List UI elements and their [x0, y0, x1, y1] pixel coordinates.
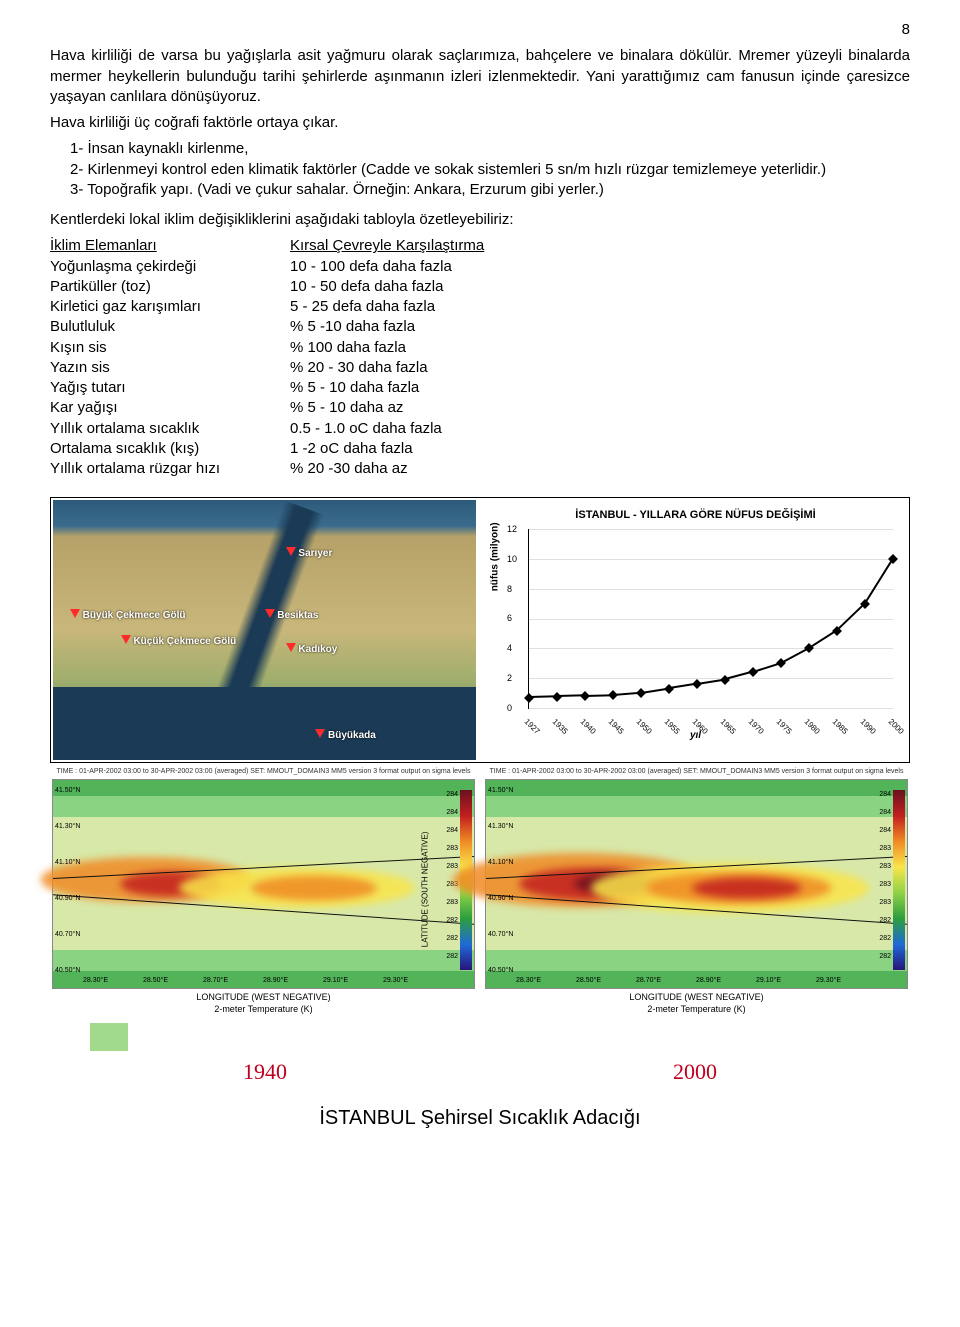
table-cell: % 20 -30 daha az	[290, 459, 650, 479]
table-cell: 10 - 100 defa daha fazla	[290, 257, 650, 277]
table-cell: % 5 -10 daha fazla	[290, 317, 650, 337]
heatmap-row: TIME : 01-APR-2002 03:00 to 30-APR-2002 …	[52, 767, 908, 1015]
chart-figure: İSTANBUL - YILLARA GÖRE NÜFUS DEĞİŞİMİ n…	[484, 500, 907, 760]
map-label: Küçük Çekmece Gölü	[121, 635, 237, 649]
year-2000-label: 2000	[673, 1057, 717, 1087]
istanbul-map: Sarıyer Büyük Çekmece Gölü Küçük Çekmece…	[53, 500, 476, 760]
map-figure: Sarıyer Büyük Çekmece Gölü Küçük Çekmece…	[53, 500, 476, 760]
factor-item: 3- Topoğrafik yapı. (Vadi ve çukur sahal…	[70, 180, 910, 200]
table-cell: 0.5 - 1.0 oC daha fazla	[290, 419, 650, 439]
factor-item: 1- İnsan kaynaklı kirlenme,	[70, 139, 910, 159]
chart-title: İSTANBUL - YILLARA GÖRE NÜFUS DEĞİŞİMİ	[492, 508, 899, 523]
table-cell: Yoğunlaşma çekirdeği	[50, 257, 290, 277]
heatmap-caption: TIME : 01-APR-2002 03:00 to 30-APR-2002 …	[52, 767, 475, 776]
table-header-left: İklim Elemanları	[50, 236, 290, 256]
table-cell: Partiküller (toz)	[50, 277, 290, 297]
heatmap-caption: TIME : 01-APR-2002 03:00 to 30-APR-2002 …	[485, 767, 908, 776]
heatmap-xlabel: LONGITUDE (WEST NEGATIVE)	[485, 991, 908, 1003]
factor-list: 1- İnsan kaynaklı kirlenme, 2- Kirlenmey…	[50, 139, 910, 200]
table-cell: % 20 - 30 daha fazla	[290, 358, 650, 378]
table-intro: Kentlerdeki lokal iklim değişikliklerini…	[50, 210, 910, 230]
factor-item: 2- Kirlenmeyi kontrol eden klimatik fakt…	[70, 160, 910, 180]
table-cell: 5 - 25 defa daha fazla	[290, 297, 650, 317]
footer-title: İSTANBUL Şehirsel Sıcaklık Adacığı	[50, 1105, 910, 1132]
table-cell: Kirletici gaz karışımları	[50, 297, 290, 317]
table-cell: % 100 daha fazla	[290, 338, 650, 358]
figure-row-top: Sarıyer Büyük Çekmece Gölü Küçük Çekmece…	[50, 497, 910, 763]
heatmap-2000-plot: 28428428428328328328328228228241.50°N41.…	[485, 779, 908, 989]
map-label: Büyük Çekmece Gölü	[70, 609, 186, 623]
page-number: 8	[50, 20, 910, 40]
heatmap-bottom-title: 2-meter Temperature (K)	[485, 1003, 908, 1015]
map-label: Sarıyer	[286, 547, 333, 561]
chart-ylabel: nüfus (milyon)	[488, 522, 502, 591]
table-cell: Yıllık ortalama sıcaklık	[50, 419, 290, 439]
year-labels: 1940 2000	[50, 1057, 910, 1087]
heatmap-1940: TIME : 01-APR-2002 03:00 to 30-APR-2002 …	[52, 767, 475, 1015]
climate-table: İklim Elemanları Kırsal Çevreyle Karşıla…	[50, 236, 910, 479]
paragraph-1: Hava kirliliği de varsa bu yağışlarla as…	[50, 46, 910, 107]
heatmap-2000: TIME : 01-APR-2002 03:00 to 30-APR-2002 …	[485, 767, 908, 1015]
table-cell: 10 - 50 defa daha fazla	[290, 277, 650, 297]
table-cell: Ortalama sıcaklık (kış)	[50, 439, 290, 459]
table-cell: Yıllık ortalama rüzgar hızı	[50, 459, 290, 479]
table-cell: Kışın sis	[50, 338, 290, 358]
table-cell: Yağış tutarı	[50, 378, 290, 398]
heatmap-1940-plot: 28428428428328328328328228228241.50°N41.…	[52, 779, 475, 989]
table-cell: % 5 - 10 daha az	[290, 398, 650, 418]
table-cell: Yazın sis	[50, 358, 290, 378]
table-cell: 1 -2 oC daha fazla	[290, 439, 650, 459]
table-cell: Bulutluluk	[50, 317, 290, 337]
heatmap-bottom-title: 2-meter Temperature (K)	[52, 1003, 475, 1015]
map-label: Besiktas	[265, 609, 319, 623]
table-cell: % 5 - 10 daha fazla	[290, 378, 650, 398]
green-square-icon	[90, 1023, 128, 1051]
year-1940-label: 1940	[243, 1057, 287, 1087]
map-label: Büyükada	[315, 729, 376, 743]
paragraph-2: Hava kirliliği üç coğrafi faktörle ortay…	[50, 113, 910, 133]
population-chart: nüfus (milyon) 0246810121927193519401945…	[528, 529, 893, 709]
table-cell: Kar yağışı	[50, 398, 290, 418]
map-label: Kadıkoy	[286, 643, 338, 657]
heatmap-xlabel: LONGITUDE (WEST NEGATIVE)	[52, 991, 475, 1003]
table-header-right: Kırsal Çevreyle Karşılaştırma	[290, 236, 650, 256]
